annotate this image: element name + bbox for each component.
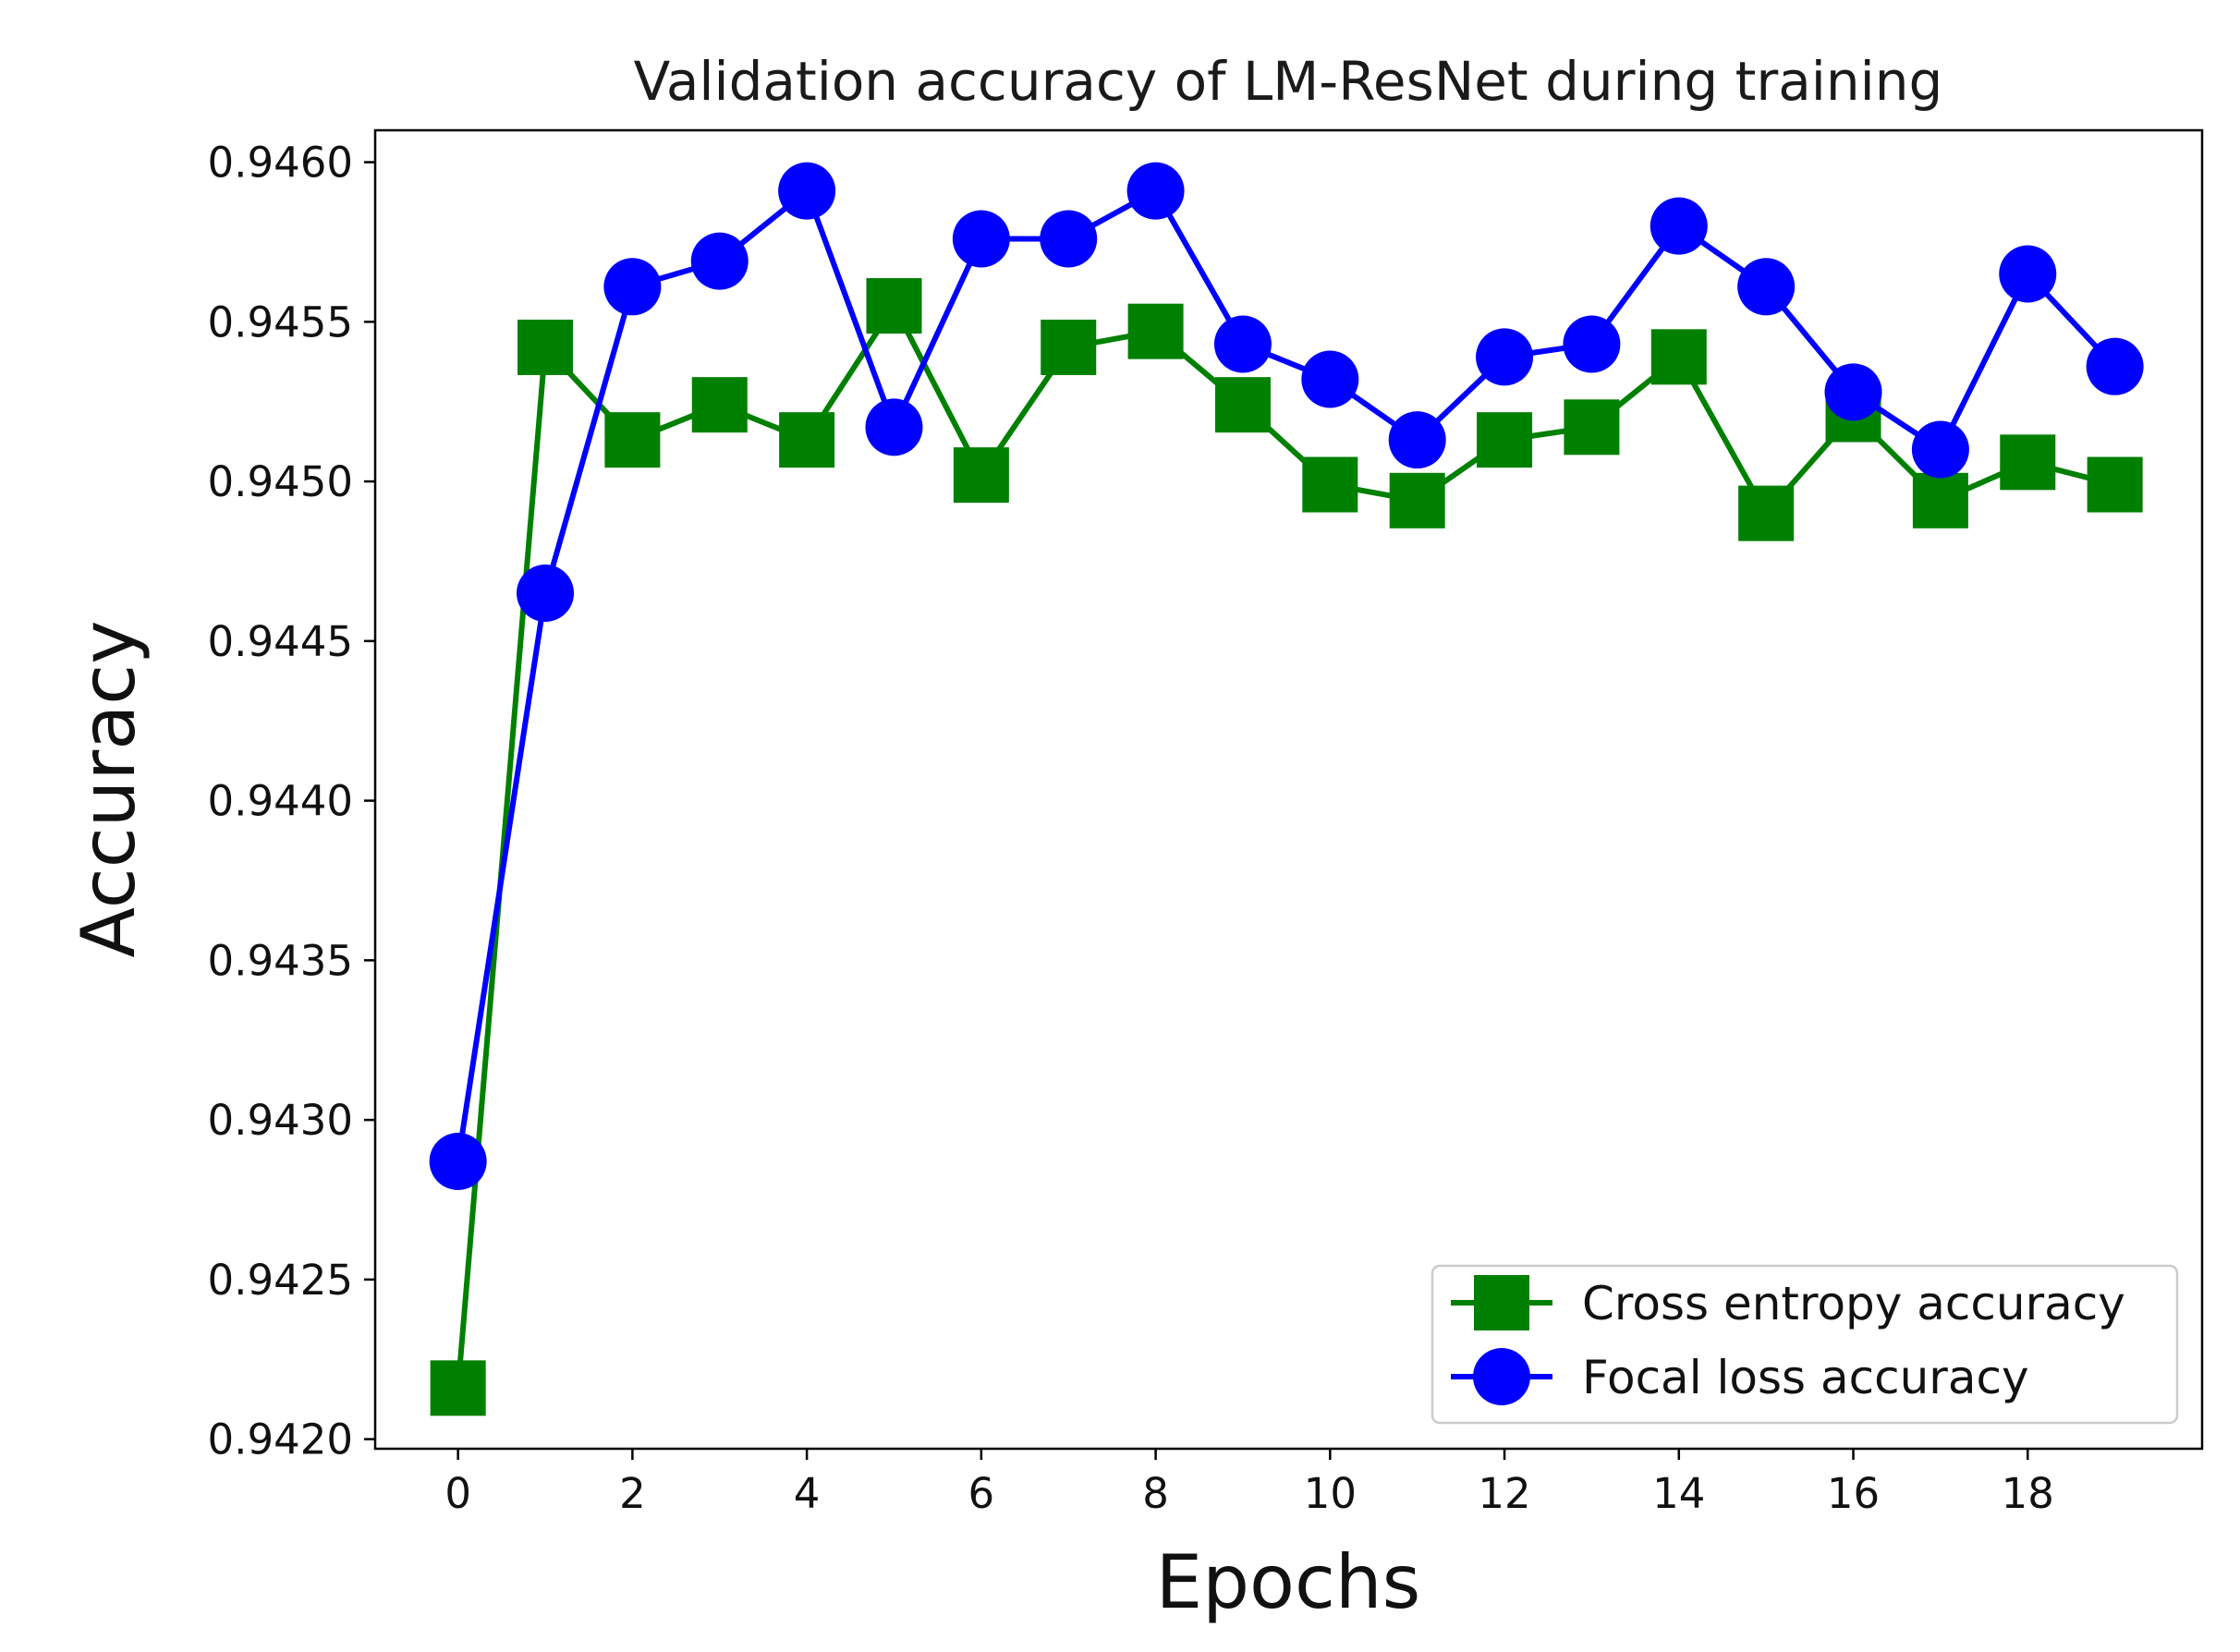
data-point-circle xyxy=(690,232,749,290)
y-tick-label: 0.9430 xyxy=(208,1096,353,1145)
data-point-square xyxy=(2000,434,2056,491)
legend: Cross entropy accuracy Focal loss accurac… xyxy=(1430,1264,2179,1425)
data-point-circle xyxy=(1563,315,1621,373)
data-point-circle xyxy=(517,565,575,623)
y-axis-ticks: 0.9420 0.9425 0.9430 0.9435 0.9440 0.9445 0.94… xyxy=(208,139,375,1464)
x-tick-label: 16 xyxy=(1827,1469,1880,1518)
data-point-square xyxy=(1564,399,1620,456)
data-point-square xyxy=(1912,472,1968,528)
data-point-circle xyxy=(1213,315,1272,373)
data-point-square xyxy=(1127,303,1184,359)
series-cross-entropy xyxy=(430,278,2143,1416)
legend-label: Cross entropy accuracy xyxy=(1582,1277,2125,1330)
x-tick-label: 4 xyxy=(794,1469,821,1518)
data-point-circle xyxy=(1476,328,1534,386)
data-point-circle xyxy=(1737,258,1796,316)
x-tick-label: 2 xyxy=(619,1469,646,1518)
data-point-circle xyxy=(865,398,923,456)
x-tick-label: 8 xyxy=(1142,1469,1169,1518)
y-tick-label: 0.9425 xyxy=(208,1256,353,1305)
data-point-circle xyxy=(1999,245,2057,303)
data-point-circle xyxy=(1388,411,1446,469)
x-tick-label: 14 xyxy=(1652,1469,1705,1518)
data-point-square xyxy=(1302,456,1358,513)
data-point-square xyxy=(1477,412,1533,468)
y-tick-label: 0.9450 xyxy=(208,457,353,506)
x-tick-label: 10 xyxy=(1304,1469,1357,1518)
series-layer xyxy=(429,162,2144,1416)
legend-box xyxy=(1430,1264,2179,1425)
data-point-circle xyxy=(952,210,1010,268)
data-point-circle xyxy=(1650,197,1708,255)
series-focal-loss xyxy=(429,162,2144,1191)
y-tick-label: 0.9460 xyxy=(208,139,353,188)
data-point-circle xyxy=(429,1133,487,1191)
legend-marker-square xyxy=(1474,1275,1529,1330)
data-point-square xyxy=(779,412,835,468)
data-point-circle xyxy=(1824,363,1882,421)
data-point-square xyxy=(2087,456,2143,513)
data-point-square xyxy=(866,278,922,334)
data-point-square xyxy=(1041,319,1097,375)
data-point-circle xyxy=(2086,337,2144,395)
data-point-square xyxy=(1389,472,1445,528)
data-point-circle xyxy=(778,162,836,220)
x-tick-label: 6 xyxy=(968,1469,995,1518)
data-point-square xyxy=(604,412,661,468)
data-point-square xyxy=(430,1360,486,1416)
data-point-square xyxy=(1214,377,1271,433)
x-axis-ticks: 0 2 4 6 8 10 12 14 16 18 xyxy=(444,1449,2054,1518)
data-point-square xyxy=(953,447,1009,504)
x-tick-label: 18 xyxy=(2002,1469,2054,1518)
legend-label: Focal loss accuracy xyxy=(1582,1351,2029,1404)
x-axis-label: Epochs xyxy=(1156,1539,1421,1625)
x-tick-label: 0 xyxy=(444,1469,471,1518)
chart-title: Validation accuracy of LM-ResNet during … xyxy=(634,50,1943,113)
x-tick-label: 12 xyxy=(1478,1469,1530,1518)
data-point-square xyxy=(517,319,574,375)
data-point-circle xyxy=(1126,162,1185,220)
y-tick-label: 0.9420 xyxy=(208,1415,353,1464)
plot-frame xyxy=(373,128,2204,1451)
y-tick-label: 0.9440 xyxy=(208,777,353,826)
data-point-circle xyxy=(1040,210,1098,268)
y-tick-label: 0.9445 xyxy=(208,617,353,666)
data-point-square xyxy=(1738,485,1795,541)
data-point-square xyxy=(691,377,748,433)
data-point-circle xyxy=(1911,420,1969,479)
y-tick-label: 0.9455 xyxy=(208,298,353,346)
legend-items: Cross entropy accuracy Focal loss accurac… xyxy=(1451,1275,2125,1405)
legend-marker-circle xyxy=(1473,1348,1530,1405)
y-tick-label: 0.9435 xyxy=(208,936,353,985)
data-point-circle xyxy=(603,258,662,316)
data-point-circle xyxy=(1301,350,1359,408)
data-point-square xyxy=(1650,329,1707,385)
y-axis-label: Accuracy xyxy=(66,620,152,957)
